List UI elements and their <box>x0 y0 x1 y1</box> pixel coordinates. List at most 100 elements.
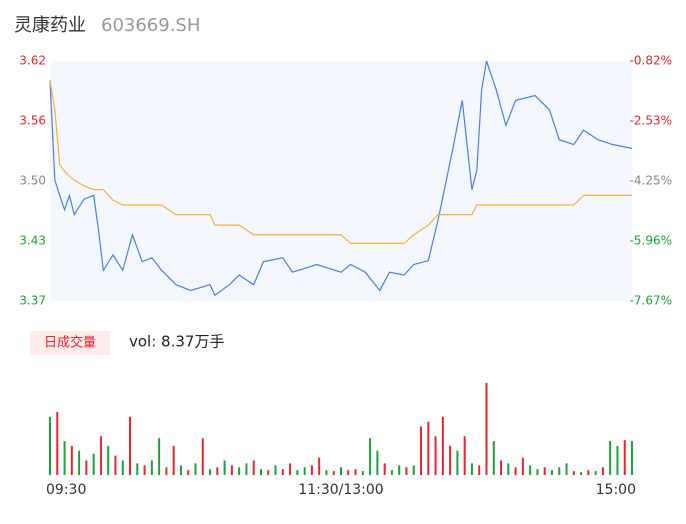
y-tick-label: 3.50 <box>19 174 46 188</box>
stock-code: 603669.SH <box>101 15 200 36</box>
y2-tick-label: -7.67% <box>630 294 672 308</box>
volume-bar <box>187 470 190 475</box>
volume-bar <box>529 465 532 475</box>
x-tick-label: 11:30/13:00 <box>298 482 383 498</box>
volume-bar <box>463 436 466 475</box>
volume-bar <box>580 472 583 475</box>
volume-bar <box>390 470 393 475</box>
series-line <box>49 80 632 244</box>
volume-bar <box>449 445 452 475</box>
y-tick-label: 3.56 <box>19 113 46 127</box>
volume-bar <box>274 465 277 475</box>
volume-bar <box>492 441 495 475</box>
volume-pill <box>30 331 110 355</box>
volume-bar <box>325 470 328 475</box>
volume-bar <box>332 471 335 475</box>
volume-bar <box>434 436 437 475</box>
volume-bar <box>536 469 539 475</box>
volume-bar <box>340 467 342 475</box>
volume-bar <box>594 471 597 475</box>
volume-bar <box>63 441 66 475</box>
x-tick-label: 09:30 <box>46 482 86 498</box>
volume-bar <box>521 457 524 475</box>
volume-bar <box>376 450 379 475</box>
volume-bar <box>303 467 306 475</box>
volume-bar <box>267 470 270 475</box>
volume-bar <box>616 445 619 475</box>
volume-bar <box>470 463 473 475</box>
volume-bar <box>223 460 226 475</box>
y-tick-label: 3.62 <box>19 54 46 68</box>
volume-bar <box>70 445 73 475</box>
volume-bar <box>56 411 59 475</box>
volume-bar <box>281 469 284 475</box>
volume-bar <box>398 465 401 475</box>
volume-bar <box>209 469 212 475</box>
x-tick-label: 15:00 <box>596 482 636 498</box>
volume-bar <box>85 460 88 475</box>
volume-bar <box>507 463 510 475</box>
volume-bar <box>49 416 51 475</box>
volume-bar <box>609 441 612 475</box>
volume-bar <box>165 467 168 475</box>
y2-tick-label: -0.82% <box>630 54 672 68</box>
volume-summary: vol: 8.37万手 <box>129 333 224 351</box>
volume-bar <box>572 471 575 475</box>
plot-background <box>50 61 632 301</box>
volume-bar <box>179 465 182 475</box>
volume-bar <box>412 465 415 475</box>
volume-bar <box>565 463 568 475</box>
volume-bar <box>296 470 299 475</box>
volume-bar <box>441 416 444 475</box>
y-tick-label: 3.43 <box>19 234 46 248</box>
volume-bar <box>587 470 590 475</box>
volume-bar <box>456 450 459 475</box>
volume-bar <box>347 470 350 475</box>
y2-tick-label: -4.25% <box>630 174 672 188</box>
volume-bar <box>485 382 488 475</box>
volume-bar <box>310 465 313 475</box>
y2-tick-label: -5.96% <box>630 234 672 248</box>
series-line <box>49 60 633 297</box>
volume-bar <box>252 460 255 475</box>
volume-bar <box>550 470 553 475</box>
volume-label: 日成交量 <box>44 335 96 351</box>
volume-bar <box>107 445 110 475</box>
volume-bar <box>136 463 139 475</box>
volume-bar <box>543 467 546 475</box>
volume-bar <box>238 467 241 475</box>
volume-bar <box>129 416 132 475</box>
volume-bar <box>420 426 423 475</box>
volume-bar <box>92 453 95 475</box>
volume-bar <box>289 463 292 475</box>
volume-bar <box>172 445 175 475</box>
volume-bar <box>194 463 197 475</box>
volume-bar <box>623 440 626 475</box>
volume-bar <box>150 460 153 475</box>
y2-tick-label: -2.53% <box>630 113 672 127</box>
volume-bar <box>500 460 503 475</box>
volume-bar <box>514 467 517 475</box>
stock-name: 灵康药业 <box>14 15 86 36</box>
volume-bar <box>201 438 204 475</box>
volume-bar <box>143 465 146 475</box>
volume-bar <box>427 421 430 475</box>
volume-bar <box>259 469 262 475</box>
volume-bar <box>216 467 219 475</box>
volume-bar <box>354 469 357 475</box>
volume-bar <box>245 463 248 475</box>
volume-bar <box>478 465 481 475</box>
y-tick-label: 3.37 <box>19 294 46 308</box>
volume-bar <box>78 450 81 475</box>
volume-bar <box>405 467 408 475</box>
volume-bar <box>369 438 372 475</box>
volume-bar <box>361 471 364 475</box>
volume-bar <box>230 465 233 475</box>
volume-bar <box>158 438 161 475</box>
volume-bar <box>558 467 561 475</box>
volume-bar <box>601 467 604 475</box>
volume-bar <box>383 463 386 475</box>
volume-bar <box>631 441 633 475</box>
volume-bar <box>318 457 321 475</box>
